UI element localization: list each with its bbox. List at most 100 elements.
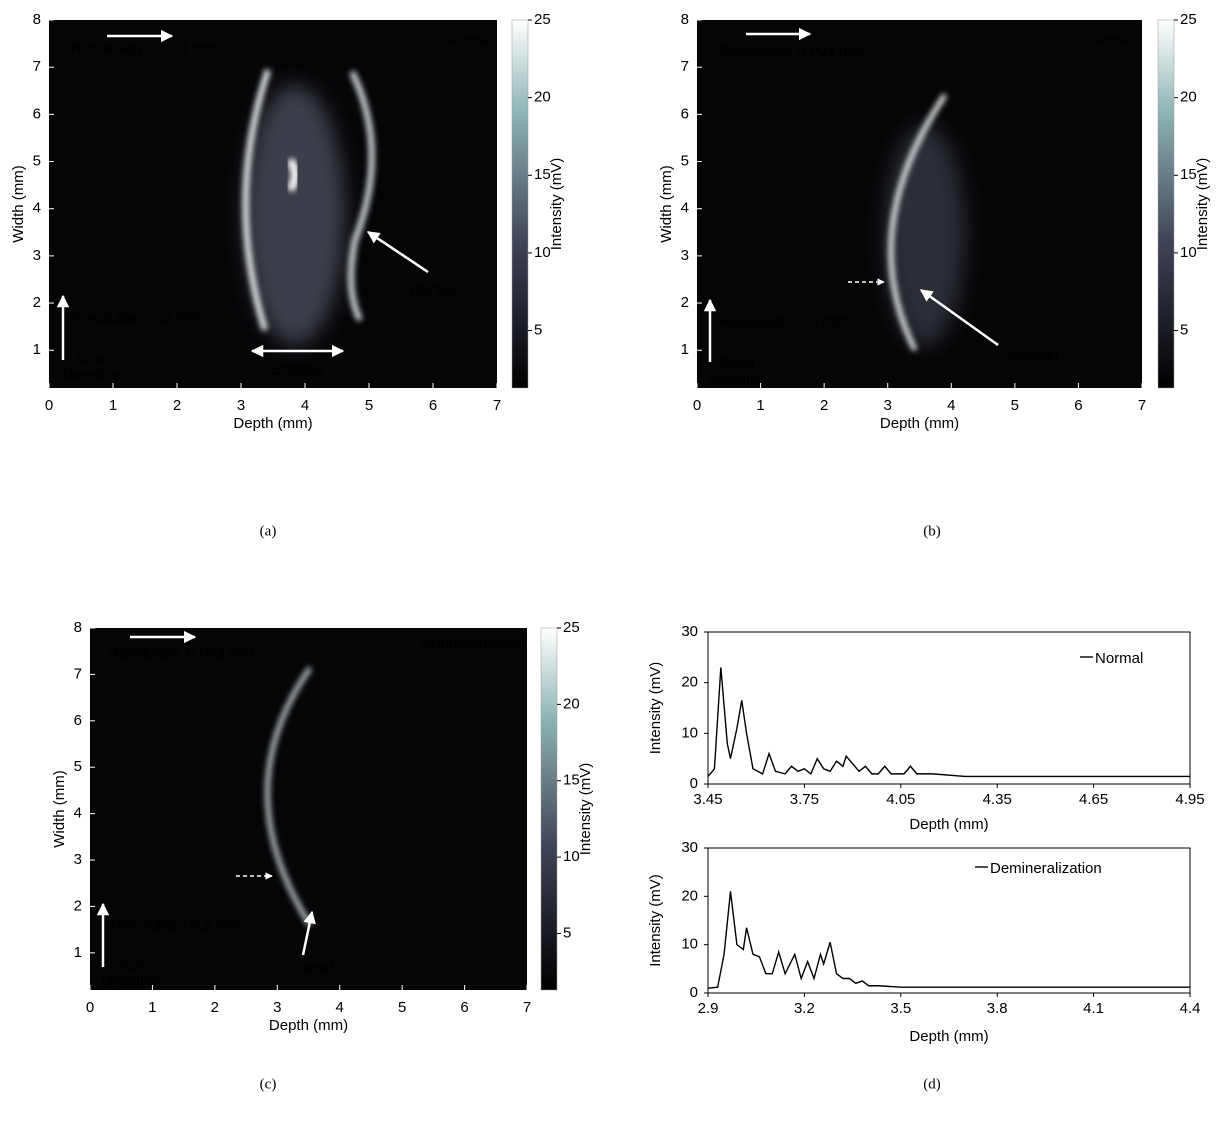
y-tick-label: 6: [681, 105, 689, 122]
x-tick-label: 4: [336, 999, 344, 1016]
colorbar-label: Intensity (mV): [577, 763, 594, 856]
colorbar: [511, 19, 529, 389]
x-axis-label: Depth (mm): [909, 1028, 988, 1045]
colorbar-tick-label: 5: [563, 924, 571, 941]
y-tick-label: 4: [33, 200, 41, 217]
y-tick-label: 1: [681, 341, 689, 358]
x-axis-label: Depth (mm): [880, 415, 959, 432]
plot-frame: [707, 631, 1191, 785]
annotation: Resolution: 0.003 mm: [108, 645, 254, 662]
x-tick-label: 7: [523, 999, 531, 1016]
x-tick-label: 3: [273, 999, 281, 1016]
x-tick-label: 6: [429, 397, 437, 414]
colorbar-tick-label: 10: [563, 848, 580, 865]
y-tick-label: 0: [690, 984, 698, 1001]
colorbar-tick-label: 25: [1180, 11, 1197, 28]
panel-label: (d): [923, 1076, 941, 1092]
x-tick-label: 2: [820, 397, 828, 414]
x-tick-label: 3: [884, 397, 892, 414]
y-axis-label: Width (mm): [10, 165, 27, 243]
panel-title: Normal: [444, 32, 490, 48]
x-tick-label: 2: [211, 999, 219, 1016]
image-area: [90, 628, 527, 990]
x-tick-label: 5: [1011, 397, 1019, 414]
colorbar-label: Intensity (mV): [548, 158, 565, 251]
x-tick-label: 1: [148, 999, 156, 1016]
arrow: [366, 230, 429, 274]
y-axis-label: Width (mm): [658, 165, 675, 243]
annotation: Scan: [114, 957, 148, 974]
x-tick-label: 6: [460, 999, 468, 1016]
y-tick-label: 7: [74, 665, 82, 682]
y-tick-label: 7: [33, 58, 41, 75]
y-tick-label: 30: [681, 623, 698, 640]
y-tick-label: 6: [74, 712, 82, 729]
y-tick-label: 2: [33, 294, 41, 311]
panel-label: (b): [923, 523, 941, 539]
colorbar-label: Intensity (mV): [1194, 158, 1211, 251]
y-tick-label: 4: [681, 200, 689, 217]
x-tick-label: 4.05: [886, 791, 915, 808]
y-tick-label: 0: [690, 775, 698, 792]
x-tick-label: 4.4: [1180, 1000, 1201, 1017]
x-tick-label: 6: [1074, 397, 1082, 414]
x-tick-label: 4.65: [1079, 791, 1108, 808]
plot-frame: [707, 847, 1191, 994]
y-tick-label: 2: [681, 294, 689, 311]
panel-title: Normal: [1089, 31, 1135, 47]
y-tick-label: 1: [74, 944, 82, 961]
colorbar-tick-label: 10: [1180, 244, 1197, 261]
annotation: Scan: [720, 354, 754, 371]
annotation: Resolution: 0.2 mm: [111, 917, 240, 934]
colorbar-tick-label: 20: [1180, 89, 1197, 106]
annotation: Resolution: 0.003 mm: [71, 40, 217, 57]
legend-label: Demineralization: [990, 860, 1102, 877]
y-tick-label: 3: [74, 851, 82, 868]
x-tick-label: 1: [756, 397, 764, 414]
annotation: Direction: [101, 972, 160, 989]
intensity-region: [888, 93, 948, 352]
y-tick-label: 20: [681, 674, 698, 691]
x-tick-label: 0: [86, 999, 94, 1016]
annotation: Scan: [76, 351, 110, 368]
annotation: Direction: [707, 370, 766, 387]
x-tick-label: 7: [1138, 397, 1146, 414]
annotation: Resolution: 0.003 mm: [718, 43, 864, 60]
intensity-region: [348, 70, 375, 322]
annotation: Direction: [62, 367, 121, 384]
colorbar-tick-label: 10: [534, 244, 551, 261]
y-tick-label: 10: [681, 936, 698, 953]
y-tick-label: 5: [681, 153, 689, 170]
colorbar-tick-label: 5: [534, 322, 542, 339]
y-tick-label: 7: [681, 58, 689, 75]
x-tick-label: 4: [947, 397, 955, 414]
y-axis-label: Intensity (mV): [647, 662, 664, 755]
y-axis-label: Width (mm): [51, 770, 68, 848]
y-tick-label: 8: [681, 11, 689, 28]
panel-label: (c): [260, 1076, 277, 1092]
x-tick-label: 0: [693, 397, 701, 414]
intensity-region: [245, 85, 345, 345]
x-tick-label: 4.95: [1175, 791, 1204, 808]
x-tick-label: 3.45: [693, 791, 722, 808]
y-tick-label: 8: [74, 619, 82, 636]
colorbar-tick-label: 15: [534, 166, 551, 183]
data-line: [707, 667, 1190, 778]
y-tick-label: 10: [681, 724, 698, 741]
y-axis-label: Intensity (mV): [647, 874, 664, 967]
colorbar-tick-label: 15: [1180, 166, 1197, 183]
y-tick-label: 8: [33, 11, 41, 28]
intensity-region: [265, 666, 313, 927]
x-tick-label: 3.5: [890, 1000, 911, 1017]
annotation: Enamel: [1008, 348, 1059, 365]
y-tick-label: 4: [74, 805, 82, 822]
x-tick-label: 3: [237, 397, 245, 414]
intensity-region: [286, 157, 299, 193]
x-tick-label: 4: [301, 397, 309, 414]
y-tick-label: 5: [33, 153, 41, 170]
x-tick-label: 5: [365, 397, 373, 414]
colorbar: [1157, 19, 1175, 389]
y-tick-label: 3: [681, 247, 689, 264]
y-tick-label: 1: [33, 341, 41, 358]
